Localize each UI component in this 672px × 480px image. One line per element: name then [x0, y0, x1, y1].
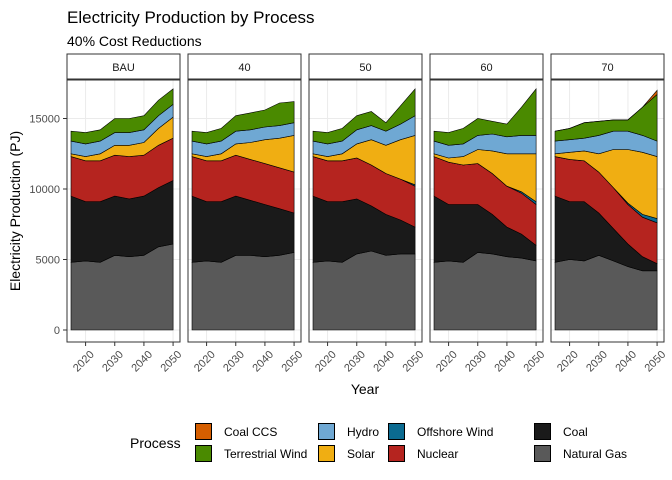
x-tick-label: 2050: [521, 349, 547, 375]
facet-label: 50: [359, 62, 371, 74]
area-terrestrial-wind: [70, 88, 174, 145]
x-tick-label: 2030: [463, 349, 489, 375]
facet-strip: [550, 53, 665, 80]
area-terrestrial-wind: [433, 88, 537, 146]
panel-border: [429, 79, 544, 343]
y-tick-label: 10000: [29, 184, 60, 196]
area-natural-gas: [433, 252, 537, 331]
x-tick-label: 2020: [313, 349, 339, 375]
legend-label: Coal: [563, 425, 588, 439]
panel-border: [187, 79, 302, 343]
x-tick-label: 2030: [584, 349, 610, 375]
x-tick-label: 2020: [192, 349, 218, 375]
legend-swatch: [318, 445, 335, 462]
area-natural-gas: [312, 250, 416, 331]
x-tick-label: 2020: [71, 349, 97, 375]
legend-label: Terrestrial Wind: [224, 447, 308, 461]
y-axis-label: Electricity Production (PJ): [7, 131, 23, 291]
area-terrestrial-wind: [191, 101, 295, 145]
legend-title: Process: [130, 435, 181, 451]
legend-label: Solar: [347, 447, 376, 461]
facet-label: 70: [601, 62, 613, 74]
facet-strip: [429, 53, 544, 80]
panel-border: [66, 79, 181, 343]
legend-swatch: [195, 445, 212, 462]
facet-label: 60: [480, 62, 492, 74]
legend-swatch: [534, 445, 551, 462]
y-tick-label: 0: [54, 325, 60, 337]
chart-title: Electricity Production by Process: [67, 8, 315, 27]
legend-label: Offshore Wind: [417, 425, 494, 439]
area-terrestrial-wind: [312, 88, 416, 145]
x-tick-label: 2030: [221, 349, 247, 375]
legend-label: Hydro: [347, 425, 380, 439]
legend: Process Coal CCS Terrestrial Wind Hydro Sol…: [130, 422, 650, 472]
area-natural-gas: [191, 252, 295, 331]
chart-subtitle: 40% Cost Reductions: [67, 33, 202, 49]
facet-strip: [308, 53, 423, 80]
x-axis-label: Year: [351, 381, 380, 397]
facet-strip: [66, 53, 181, 80]
x-tick-label: 2040: [371, 349, 397, 375]
x-tick-label: 2050: [279, 349, 305, 375]
y-tick-label: 5000: [36, 255, 60, 267]
legend-label: Natural Gas: [563, 447, 628, 461]
x-tick-label: 2040: [492, 349, 518, 375]
legend-swatch: [195, 423, 212, 440]
x-tick-label: 2050: [158, 349, 184, 375]
legend-swatch: [388, 445, 405, 462]
x-tick-label: 2050: [642, 349, 668, 375]
area-coal-ccs: [554, 89, 658, 132]
panel-border: [550, 79, 665, 343]
legend-swatch: [534, 423, 551, 440]
panel-border: [308, 79, 423, 343]
x-tick-label: 2020: [555, 349, 581, 375]
legend-label: Coal CCS: [224, 425, 278, 439]
x-tick-label: 2040: [250, 349, 276, 375]
y-tick-label: 15000: [29, 114, 60, 126]
legend-swatch: [318, 423, 335, 440]
x-tick-label: 2020: [434, 349, 460, 375]
legend-swatch: [388, 423, 405, 440]
x-tick-label: 2030: [100, 349, 126, 375]
facet-strip: [187, 53, 302, 80]
x-tick-label: 2030: [342, 349, 368, 375]
x-tick-label: 2040: [613, 349, 639, 375]
x-tick-label: 2040: [129, 349, 155, 375]
facet-label: BAU: [112, 62, 135, 74]
x-tick-label: 2050: [400, 349, 426, 375]
legend-label: Nuclear: [417, 447, 459, 461]
facet-label: 40: [238, 62, 250, 74]
